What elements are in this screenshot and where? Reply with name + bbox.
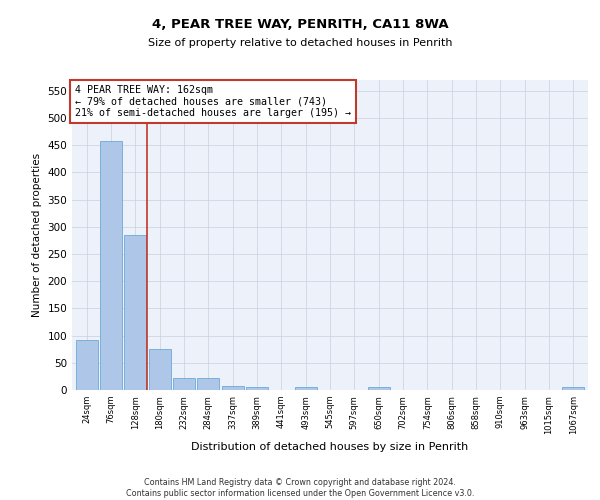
Bar bbox=[76, 340, 98, 390]
Bar bbox=[246, 386, 268, 390]
Text: 4, PEAR TREE WAY, PENRITH, CA11 8WA: 4, PEAR TREE WAY, PENRITH, CA11 8WA bbox=[152, 18, 448, 30]
Bar bbox=[197, 378, 219, 390]
Text: 4 PEAR TREE WAY: 162sqm
← 79% of detached houses are smaller (743)
21% of semi-d: 4 PEAR TREE WAY: 162sqm ← 79% of detache… bbox=[74, 84, 350, 118]
Y-axis label: Number of detached properties: Number of detached properties bbox=[32, 153, 42, 317]
Bar bbox=[149, 348, 170, 390]
X-axis label: Distribution of detached houses by size in Penrith: Distribution of detached houses by size … bbox=[191, 442, 469, 452]
Bar bbox=[100, 141, 122, 390]
Bar bbox=[124, 235, 146, 390]
Bar bbox=[562, 388, 584, 390]
Bar bbox=[368, 388, 389, 390]
Bar bbox=[173, 378, 195, 390]
Bar bbox=[221, 386, 244, 390]
Bar bbox=[295, 388, 317, 390]
Text: Size of property relative to detached houses in Penrith: Size of property relative to detached ho… bbox=[148, 38, 452, 48]
Text: Contains HM Land Registry data © Crown copyright and database right 2024.
Contai: Contains HM Land Registry data © Crown c… bbox=[126, 478, 474, 498]
